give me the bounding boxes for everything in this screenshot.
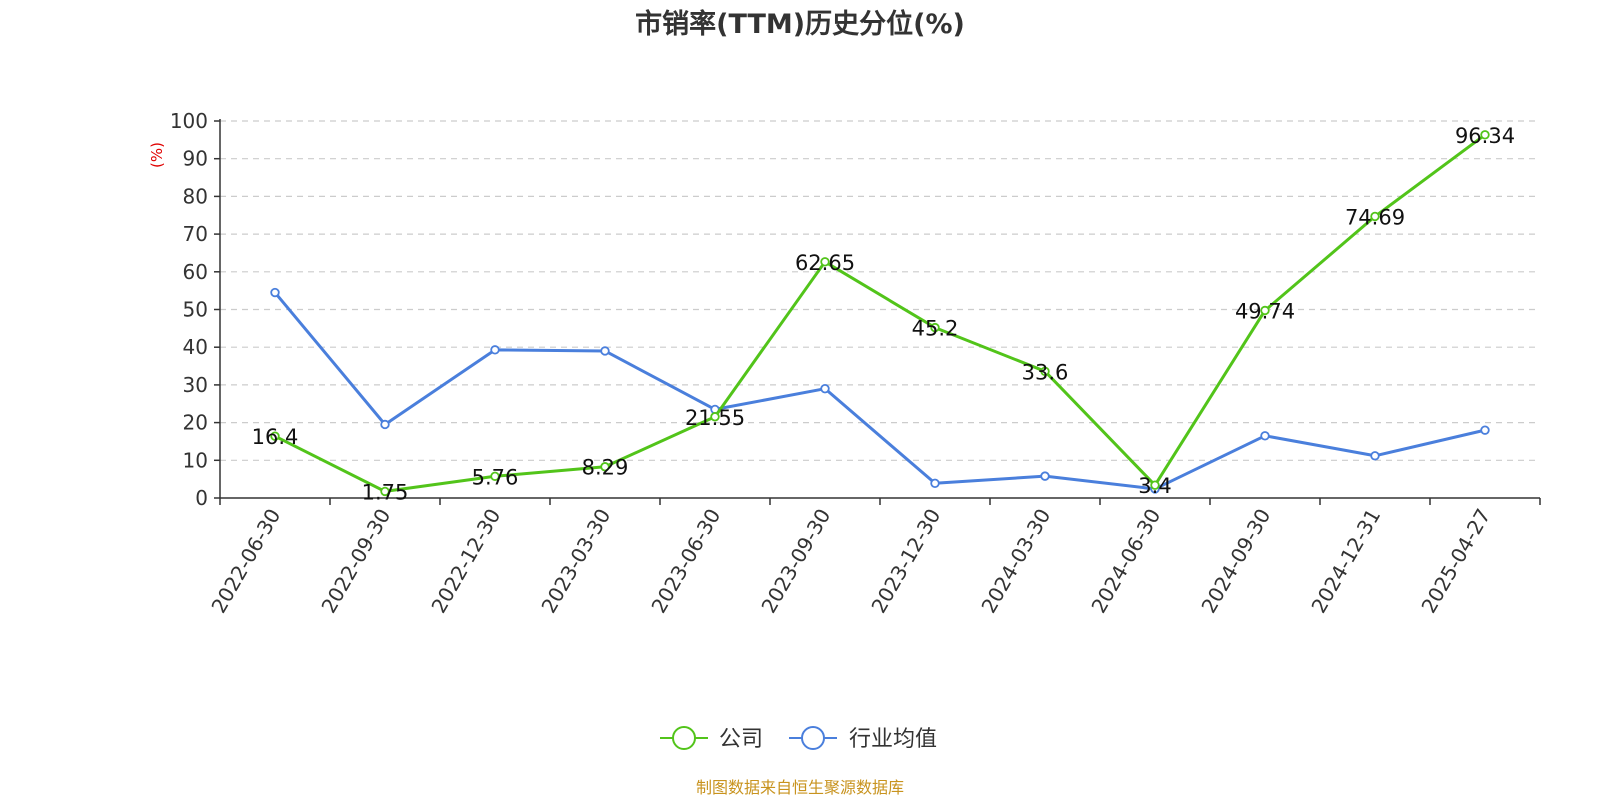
y-tick-label: 50 <box>183 298 208 322</box>
x-tick-label: 2023-12-30 <box>866 505 945 618</box>
y-tick-label: 10 <box>183 448 208 472</box>
y-tick-label: 70 <box>183 222 208 246</box>
y-tick-label: 0 <box>195 486 208 510</box>
grid-lines <box>220 120 1540 461</box>
data-point-company[interactable] <box>1370 211 1380 222</box>
data-label-company: 3.4 <box>1138 474 1171 498</box>
data-label-company: 1.75 <box>362 480 409 504</box>
x-tick-label: 2024-06-30 <box>1086 505 1165 618</box>
legend-item-company[interactable]: 公司 <box>660 726 763 752</box>
data-point-company[interactable] <box>1260 305 1270 316</box>
series-layer <box>270 130 1490 497</box>
legend-item-industry[interactable]: 行业均值 <box>789 726 937 752</box>
legend-marker-company <box>672 726 696 750</box>
data-point-company[interactable] <box>1480 130 1490 140</box>
legend-label-company: 公司 <box>719 727 763 752</box>
data-point-company[interactable] <box>1150 480 1160 490</box>
data-label-company: 62.65 <box>795 251 855 275</box>
data-label-company: 74.69 <box>1345 205 1405 229</box>
y-axis-label: (%) <box>148 142 166 168</box>
data-point-industry[interactable] <box>1040 471 1050 481</box>
data-label-company: 8.29 <box>582 456 629 480</box>
x-tick-label: 2022-06-30 <box>206 505 285 618</box>
x-tick-label: 2023-03-30 <box>536 505 615 618</box>
data-point-company[interactable] <box>270 431 280 441</box>
data-point-company[interactable] <box>710 412 720 422</box>
y-tick-label: 40 <box>183 335 208 359</box>
data-point-industry[interactable] <box>600 346 610 356</box>
data-point-company[interactable] <box>600 462 610 472</box>
y-tick-label: 90 <box>183 147 208 171</box>
x-tick-label: 2022-12-30 <box>426 505 505 618</box>
chart-title: 市销率(TTM)历史分位(%) <box>635 8 965 40</box>
data-point-company[interactable] <box>1040 366 1050 377</box>
data-point-industry[interactable] <box>1480 425 1490 435</box>
series-line-company <box>274 133 1486 493</box>
x-tick-label: 2025-04-27 <box>1416 505 1495 618</box>
data-label-company: 21.55 <box>685 406 745 430</box>
y-tick-label: 80 <box>183 184 208 208</box>
data-point-company[interactable] <box>820 257 830 267</box>
axes: 0 10 20 30 40 50 60 70 80 90 100 2022-06-30 2022-09-… <box>170 109 1541 618</box>
data-point-company[interactable] <box>380 486 390 497</box>
legend-label-industry: 行业均值 <box>849 727 937 752</box>
x-tick-label: 2024-12-31 <box>1306 505 1385 618</box>
y-tick-label: 30 <box>183 373 208 397</box>
x-tick-label: 2023-06-30 <box>646 505 725 618</box>
data-point-industry[interactable] <box>380 419 390 430</box>
legend: 公司 行业均值 <box>660 726 937 752</box>
data-point-industry[interactable] <box>270 287 280 298</box>
y-tick-label: 20 <box>183 411 208 435</box>
data-label-company: 16.4 <box>252 425 299 449</box>
data-source-footer: 制图数据来自恒生聚源数据库 <box>696 778 904 797</box>
data-label-company: 5.76 <box>472 465 519 489</box>
data-point-industry[interactable] <box>1370 451 1380 461</box>
legend-marker-industry <box>801 726 825 750</box>
data-point-industry[interactable] <box>490 345 500 355</box>
data-label-company: 96.34 <box>1455 124 1515 148</box>
data-label-company: 49.74 <box>1235 299 1295 323</box>
data-label-company: 33.6 <box>1022 360 1069 384</box>
x-tick-label: 2024-09-30 <box>1196 505 1275 618</box>
y-tick-label: 100 <box>170 109 208 133</box>
data-point-company[interactable] <box>930 322 940 333</box>
x-tick-label: 2022-09-30 <box>316 505 395 618</box>
data-point-company[interactable] <box>490 471 500 481</box>
x-tick-label: 2024-03-30 <box>976 505 1055 618</box>
data-point-industry[interactable] <box>820 383 830 394</box>
x-tick-label: 2023-09-30 <box>756 505 835 618</box>
data-labels: 16.4 1.75 5.76 8.29 21.55 62.65 45.2 33.6 3.4 49.… <box>252 124 1515 505</box>
series-line-industry <box>273 291 1486 491</box>
data-point-industry[interactable] <box>1260 431 1270 441</box>
y-tick-label: 60 <box>183 260 208 284</box>
data-label-company: 45.2 <box>912 317 959 341</box>
data-point-industry[interactable] <box>930 478 940 488</box>
